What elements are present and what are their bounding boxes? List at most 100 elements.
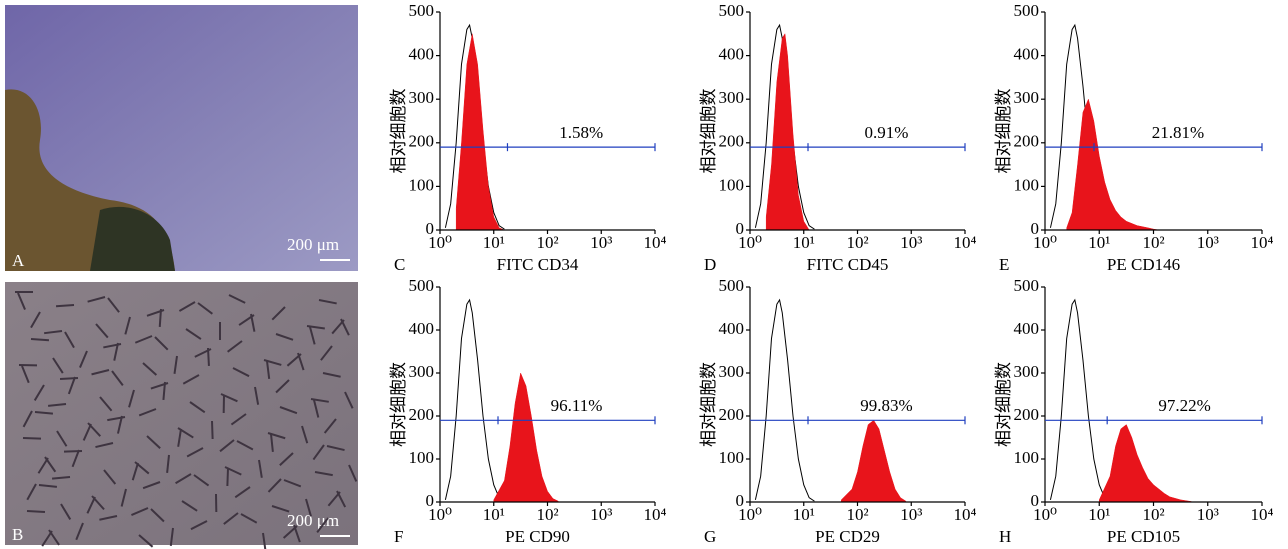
cell: [263, 359, 282, 366]
cell: [59, 377, 79, 380]
x-tick-label: 10²: [846, 505, 868, 524]
cell: [107, 416, 126, 422]
cell: [230, 413, 247, 426]
cell: [52, 357, 64, 374]
cell: [146, 435, 161, 450]
y-axis-label: 相对细胞数: [389, 362, 408, 447]
cell: [318, 299, 337, 305]
cell: [63, 450, 83, 453]
panel-label: D: [704, 255, 716, 274]
cell: [134, 335, 153, 344]
y-tick-label: 200: [719, 405, 745, 424]
y-tick-label: 200: [409, 132, 435, 151]
cell: [103, 343, 122, 349]
cell: [124, 316, 131, 335]
cell: [138, 408, 157, 417]
gate-label: 97.22%: [1158, 396, 1210, 415]
y-axis-label: 相对细胞数: [699, 362, 718, 447]
y-tick-label: 400: [409, 45, 435, 64]
cell: [348, 464, 358, 482]
cell: [87, 296, 106, 303]
cell: [120, 488, 127, 507]
gate-label: 21.81%: [1152, 123, 1204, 142]
x-tick-label: 10³: [590, 233, 612, 252]
cell: [185, 328, 202, 340]
cell: [64, 331, 75, 349]
cell: [236, 440, 254, 451]
cell: [320, 345, 333, 361]
x-tick-label: 10³: [1197, 233, 1219, 252]
cell: [197, 302, 213, 315]
cell: [71, 449, 80, 468]
cell: [323, 418, 337, 434]
panel-label: F: [394, 527, 403, 546]
panel-label: C: [394, 255, 405, 274]
y-tick-label: 400: [1014, 319, 1040, 338]
cell: [56, 430, 68, 447]
x-tick-label: 10⁰: [738, 233, 762, 252]
y-tick-label: 300: [1014, 362, 1040, 381]
x-tick-label: 10⁴: [644, 233, 667, 252]
panel-label: E: [999, 255, 1009, 274]
y-tick-label: 500: [409, 1, 435, 20]
y-axis-label: 相对细胞数: [994, 89, 1013, 174]
y-tick-label: 100: [1014, 175, 1040, 194]
cell: [279, 406, 298, 415]
cell: [107, 297, 120, 313]
histogram-fill: [493, 372, 559, 503]
y-tick-label: 100: [1014, 448, 1040, 467]
x-tick-label: 10²: [1142, 233, 1164, 252]
cell: [75, 522, 84, 541]
y-tick-label: 0: [1031, 219, 1040, 238]
x-tick-label: 10²: [846, 233, 868, 252]
cell: [227, 340, 243, 353]
y-tick-label: 0: [736, 491, 745, 510]
cell: [150, 382, 169, 390]
cell: [232, 367, 250, 378]
cell: [286, 353, 302, 367]
y-tick-label: 400: [1014, 45, 1040, 64]
cell: [166, 454, 170, 474]
histogram: 0 100 200 300 400 500 10⁰ 10¹ 10² 10³ 10⁴ PE CD146 E…: [994, 1, 1274, 274]
y-tick-label: 0: [426, 219, 435, 238]
cell: [103, 469, 117, 485]
cell: [189, 401, 206, 414]
x-axis-label: PE CD90: [505, 527, 570, 546]
cell: [33, 384, 45, 401]
cell: [146, 309, 165, 317]
y-tick-label: 200: [719, 132, 745, 151]
cell: [116, 415, 123, 434]
x-axis-label: PE CD29: [815, 527, 880, 546]
cell: [26, 510, 46, 513]
panel-label: G: [704, 527, 716, 546]
y-tick-label: 200: [1014, 132, 1040, 151]
histogram-fill: [455, 33, 505, 231]
y-tick-label: 200: [409, 405, 435, 424]
x-tick-label: 10¹: [793, 505, 815, 524]
y-axis-label: 相对细胞数: [994, 362, 1013, 447]
x-tick-label: 10¹: [1088, 505, 1110, 524]
cell: [37, 457, 49, 474]
y-tick-label: 0: [736, 219, 745, 238]
tissue-dark: [90, 206, 175, 271]
micrograph-a: A 200 μm: [5, 5, 358, 272]
y-tick-label: 500: [719, 276, 745, 295]
cell: [22, 410, 33, 428]
cell: [283, 479, 302, 488]
cell: [316, 517, 329, 533]
y-axis-label: 相对细胞数: [699, 89, 718, 174]
cell: [305, 498, 312, 517]
cell: [131, 462, 139, 481]
cell: [30, 338, 50, 342]
cell: [34, 411, 54, 415]
y-tick-label: 100: [409, 448, 435, 467]
cell: [86, 496, 96, 514]
cell: [44, 330, 63, 335]
cell: [223, 512, 239, 525]
x-tick-label: 10⁰: [738, 505, 762, 524]
histogram: 0 100 200 300 400 500 10⁰ 10¹ 10² 10³ 10⁴ FITC CD45…: [699, 1, 977, 274]
panel-label: A: [12, 251, 25, 270]
x-axis-label: PE CD146: [1107, 255, 1180, 274]
